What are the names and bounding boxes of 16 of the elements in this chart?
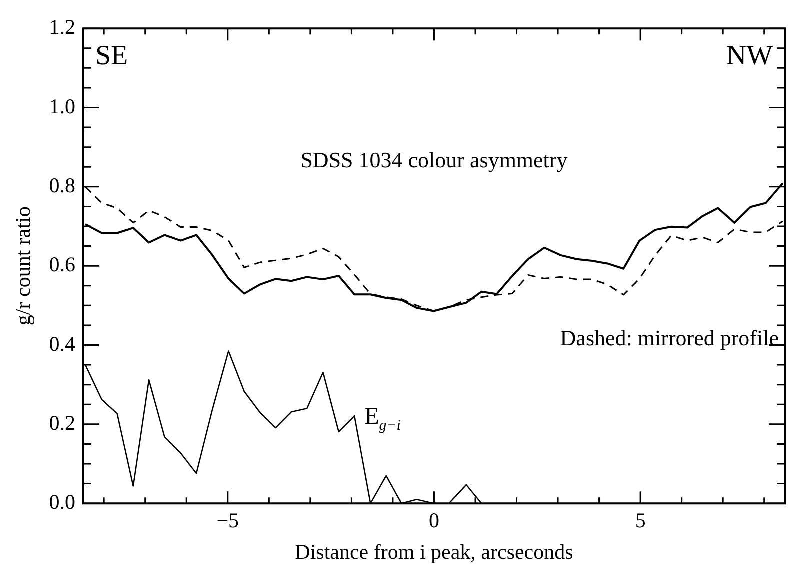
y-tick-label: 0.2 — [49, 410, 76, 435]
annotation: SE — [95, 40, 128, 72]
y-tick-label: 1.2 — [49, 15, 76, 40]
annotation: Dashed: mirrored profile — [560, 326, 779, 351]
x-tick-label: 5 — [635, 508, 646, 533]
y-tick-label: 0.4 — [49, 332, 76, 356]
x-axis-title: Distance from i peak, arcseconds — [295, 540, 574, 564]
x-tick-label: 0 — [428, 508, 440, 533]
x-tick-label: −5 — [216, 508, 240, 533]
y-axis-title: g/r count ratio — [11, 206, 36, 326]
y-tick-label: 0.8 — [49, 173, 76, 198]
annotation: NW — [726, 40, 774, 72]
y-tick-label: 0.6 — [49, 252, 76, 277]
y-tick-label: 0.0 — [49, 490, 76, 514]
text: SDSS 1034 colour asymmetry — [300, 147, 568, 172]
y-tick-label: 1.0 — [49, 94, 76, 118]
